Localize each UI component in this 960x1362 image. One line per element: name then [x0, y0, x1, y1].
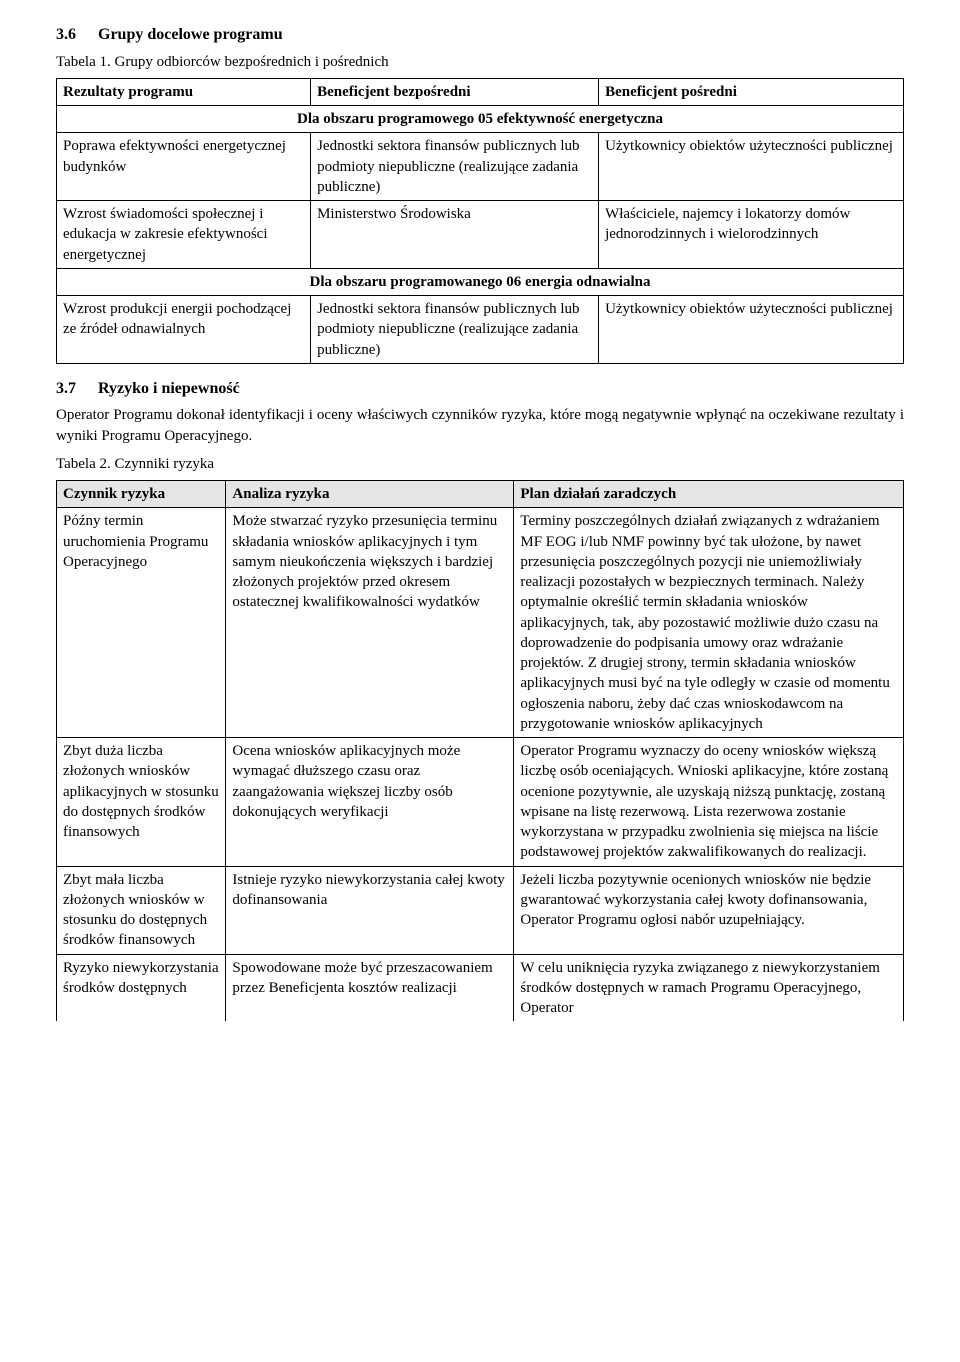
section-band: Dla obszaru programowanego 06 energia od…	[57, 268, 904, 295]
cell: Użytkownicy obiektów użyteczności public…	[599, 133, 904, 201]
table-row: Poprawa efektywności energetycznej budyn…	[57, 133, 904, 201]
cell: Użytkownicy obiektów użyteczności public…	[599, 296, 904, 364]
table-row: Wzrost świadomości społecznej i edukacja…	[57, 201, 904, 269]
table-row: Wzrost produkcji energii pochodzącej ze …	[57, 296, 904, 364]
cell: Spowodowane może być przeszacowaniem prz…	[226, 954, 514, 1021]
col-header: Beneficjent bezpośredni	[311, 78, 599, 105]
table2-label: Tabela 2. Czynniki ryzyka	[56, 454, 904, 474]
cell: Zbyt duża liczba złożonych wniosków apli…	[57, 738, 226, 867]
section-title: Grupy docelowe programu	[98, 26, 283, 43]
col-header: Plan działań zaradczych	[514, 481, 904, 508]
section-number: 3.6	[56, 24, 76, 46]
table-beneficiaries: Rezultaty programu Beneficjent bezpośred…	[56, 78, 904, 364]
cell: Terminy poszczególnych działań związanyc…	[514, 508, 904, 738]
cell: Poprawa efektywności energetycznej budyn…	[57, 133, 311, 201]
section-heading-3-7: 3.7 Ryzyko i niepewność	[56, 378, 904, 400]
section-band: Dla obszaru programowego 05 efektywność …	[57, 106, 904, 133]
cell: Może stwarzać ryzyko przesunięcia termin…	[226, 508, 514, 738]
cell: Późny termin uruchomienia Programu Opera…	[57, 508, 226, 738]
cell: Właściciele, najemcy i lokatorzy domów j…	[599, 201, 904, 269]
cell: Jeżeli liczba pozytywnie ocenionych wnio…	[514, 866, 904, 954]
cell: Zbyt mała liczba złożonych wniosków w st…	[57, 866, 226, 954]
cell: Istnieje ryzyko niewykorzystania całej k…	[226, 866, 514, 954]
cell: Ocena wniosków aplikacyjnych może wymaga…	[226, 738, 514, 867]
col-header: Beneficjent pośredni	[599, 78, 904, 105]
cell: Wzrost świadomości społecznej i edukacja…	[57, 201, 311, 269]
cell: W celu uniknięcia ryzyka związanego z ni…	[514, 954, 904, 1021]
table-row: Dla obszaru programowanego 06 energia od…	[57, 268, 904, 295]
section-heading-3-6: 3.6 Grupy docelowe programu	[56, 24, 904, 46]
table-row: Zbyt duża liczba złożonych wniosków apli…	[57, 738, 904, 867]
col-header: Analiza ryzyka	[226, 481, 514, 508]
section-title: Ryzyko i niepewność	[98, 380, 240, 397]
cell: Jednostki sektora finansów publicznych l…	[311, 296, 599, 364]
table-row: Zbyt mała liczba złożonych wniosków w st…	[57, 866, 904, 954]
table-row: Czynnik ryzyka Analiza ryzyka Plan dział…	[57, 481, 904, 508]
cell: Ryzyko niewykorzystania środków dostępny…	[57, 954, 226, 1021]
paragraph: Operator Programu dokonał identyfikacji …	[56, 405, 904, 446]
table-row: Późny termin uruchomienia Programu Opera…	[57, 508, 904, 738]
cell: Jednostki sektora finansów publicznych l…	[311, 133, 599, 201]
table-row: Ryzyko niewykorzystania środków dostępny…	[57, 954, 904, 1021]
col-header: Rezultaty programu	[57, 78, 311, 105]
table1-label: Tabela 1. Grupy odbiorców bezpośrednich …	[56, 52, 904, 72]
table-row: Rezultaty programu Beneficjent bezpośred…	[57, 78, 904, 105]
table-row: Dla obszaru programowego 05 efektywność …	[57, 106, 904, 133]
cell: Ministerstwo Środowiska	[311, 201, 599, 269]
cell: Wzrost produkcji energii pochodzącej ze …	[57, 296, 311, 364]
table-risks: Czynnik ryzyka Analiza ryzyka Plan dział…	[56, 480, 904, 1021]
section-number: 3.7	[56, 378, 76, 400]
col-header: Czynnik ryzyka	[57, 481, 226, 508]
cell: Operator Programu wyznaczy do oceny wnio…	[514, 738, 904, 867]
